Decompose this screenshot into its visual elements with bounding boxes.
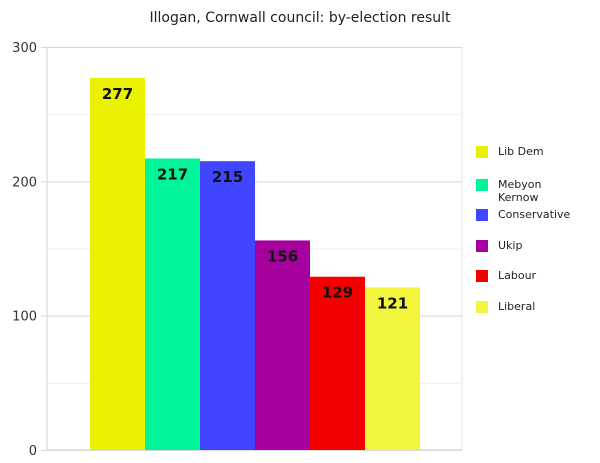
legend-label: Liberal <box>498 300 536 313</box>
legend-swatch <box>476 301 488 313</box>
data-label: 121 <box>377 294 408 312</box>
data-label: 277 <box>102 85 133 103</box>
y-tick-label: 300 <box>12 41 37 56</box>
bars <box>90 77 420 450</box>
y-tick-label: 200 <box>12 175 37 190</box>
bar <box>365 287 420 450</box>
legend-swatch <box>476 146 488 158</box>
legend-item: Conservative <box>476 208 583 221</box>
data-label: 215 <box>212 168 243 186</box>
legend-item: Labour <box>476 269 583 282</box>
bar <box>310 276 365 450</box>
bar <box>255 240 310 450</box>
bar <box>90 77 145 450</box>
legend-item: Ukip <box>476 239 583 252</box>
legend-label: Conservative <box>498 208 571 221</box>
data-label: 156 <box>267 247 298 265</box>
legend-swatch <box>476 209 488 221</box>
data-label: 217 <box>157 165 188 183</box>
legend: Lib Dem Mebyon Kernow Conservative Ukip Labo… <box>476 138 600 338</box>
legend-label: Lib Dem <box>498 145 544 158</box>
bar <box>145 158 200 450</box>
y-axis-ticks: 0 100 200 300 <box>12 41 37 459</box>
y-tick-label: 100 <box>12 310 37 325</box>
y-tick-label: 0 <box>29 444 37 459</box>
data-labels: 277 217 215 156 129 121 <box>102 85 408 313</box>
legend-label: Ukip <box>498 239 523 252</box>
bar <box>200 161 255 450</box>
legend-swatch <box>476 240 488 252</box>
legend-label: Labour <box>498 269 537 282</box>
legend-swatch <box>476 270 488 282</box>
chart-title: Illogan, Cornwall council: by-election r… <box>149 10 451 26</box>
data-label: 129 <box>322 284 353 302</box>
legend-item: Lib Dem <box>476 145 583 158</box>
legend-item: Liberal <box>476 300 583 313</box>
legend-item: Mebyon Kernow <box>476 178 583 204</box>
legend-swatch <box>476 179 488 191</box>
legend-label: Mebyon Kernow <box>498 178 542 204</box>
